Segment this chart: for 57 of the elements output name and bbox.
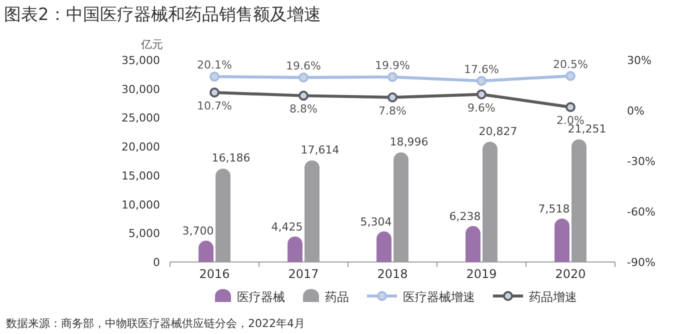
data-label: 6,238 (449, 210, 481, 223)
point (298, 90, 308, 101)
y-tick-label: 5,000 (128, 227, 160, 240)
data-label: 5,304 (360, 215, 392, 228)
y-axis-title: 亿元 (140, 38, 163, 51)
y2-tick-label: 0% (627, 104, 644, 118)
point (566, 70, 576, 81)
data-label: 8.8% (290, 102, 318, 116)
data-label: 7.8% (378, 104, 406, 118)
data-label: 20.5% (553, 58, 588, 71)
legend-label: 药品增速 (529, 290, 577, 304)
y2-tick-label: 30% (627, 54, 652, 67)
source-note: 数据来源：商务部，中物联医疗器械供应链分会，2022年4月 (6, 317, 305, 330)
y-tick-label: 35,000 (122, 54, 160, 67)
y-tick-label: 15,000 (122, 169, 160, 182)
data-label: 19.6% (286, 60, 321, 73)
point (388, 92, 398, 102)
data-label: 19.9% (375, 59, 410, 72)
data-label: 10.7% (197, 99, 232, 112)
y-tick-label: 0 (153, 256, 160, 269)
data-label: 9.6% (468, 101, 496, 114)
data-label: 17,614 (300, 143, 340, 156)
x-tick-label: 2016 (199, 267, 230, 281)
point (476, 76, 486, 86)
x-tick-label: 2019 (466, 267, 497, 281)
data-label: 17.6% (464, 62, 499, 76)
point (298, 72, 308, 83)
x-tick-label: 2020 (555, 267, 586, 281)
legend-label: 药品 (325, 290, 349, 304)
data-label: 4,425 (271, 220, 303, 234)
bar (376, 231, 392, 262)
bar (466, 226, 480, 262)
data-label: 16,186 (212, 152, 250, 165)
x-tick-label: 2018 (377, 267, 408, 281)
point (476, 89, 486, 100)
bar (288, 236, 302, 262)
bar (554, 218, 570, 262)
data-label: 3,700 (182, 224, 214, 238)
point (388, 72, 398, 82)
chart-title: 图表2：中国医疗器械和药品销售额及增速 (4, 5, 321, 25)
y-tick-label: 30,000 (122, 82, 160, 96)
data-label: 7,518 (538, 202, 570, 216)
legend-label: 医疗器械 (237, 290, 285, 304)
y-tick-label: 10,000 (122, 198, 160, 212)
x-tick-label: 2017 (288, 267, 319, 281)
legend-label: 医疗器械增速 (403, 290, 475, 304)
point (210, 72, 220, 82)
data-label: 20.1% (197, 58, 232, 72)
point (210, 87, 220, 98)
data-label: 20,827 (478, 124, 518, 138)
y2-tick-label: -90% (627, 256, 656, 269)
point (566, 102, 576, 112)
y2-tick-label: -30% (627, 155, 656, 168)
y-tick-label: 25,000 (122, 112, 160, 125)
y-tick-label: 20,000 (122, 140, 160, 154)
data-label: 18,996 (390, 135, 428, 148)
y2-tick-label: -60% (627, 206, 656, 218)
